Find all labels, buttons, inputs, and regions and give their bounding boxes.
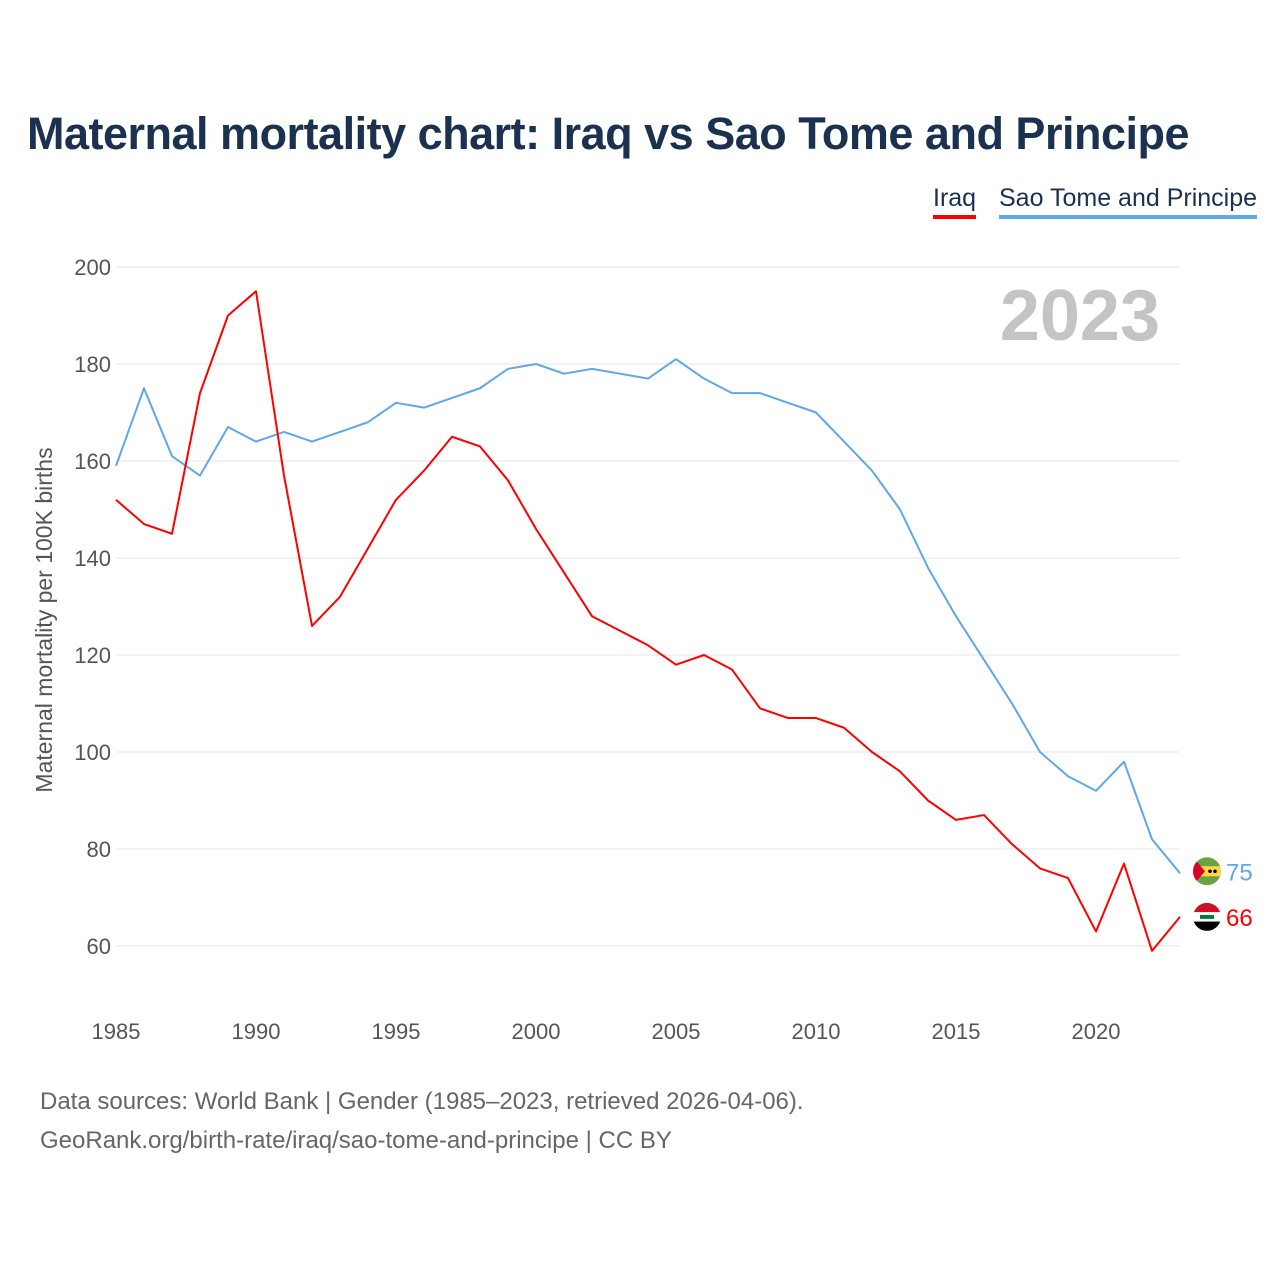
footer-source: Data sources: World Bank | Gender (1985–… [40, 1088, 804, 1115]
y-tick-label: 140 [74, 546, 111, 571]
chart-title: Maternal mortality chart: Iraq vs Sao To… [27, 108, 1190, 159]
x-tick-label: 1995 [372, 1019, 421, 1044]
y-tick-label: 120 [74, 643, 111, 668]
footer-link[interactable]: GeoRank.org/birth-rate/iraq/sao-tome-and… [40, 1127, 672, 1154]
y-axis-label: Maternal mortality per 100K births [31, 447, 57, 792]
y-tick-label: 80 [87, 837, 111, 862]
x-tick-label: 2015 [932, 1019, 981, 1044]
y-tick-label: 60 [87, 934, 111, 959]
end-value-label: 66 [1226, 905, 1253, 932]
x-tick-label: 2005 [652, 1019, 701, 1044]
x-tick-label: 1990 [232, 1019, 281, 1044]
x-tick-label: 2000 [512, 1019, 561, 1044]
sao-tome-flag-icon [1193, 857, 1221, 886]
y-tick-label: 200 [74, 255, 111, 280]
year-watermark: 2023 [1000, 276, 1160, 356]
x-tick-label: 2010 [792, 1019, 841, 1044]
series-line-sao-tome-and-principe [115, 358, 1181, 874]
series-line-iraq [115, 290, 1181, 952]
legend-iraq[interactable]: Iraq [933, 184, 977, 219]
y-tick-label: 100 [74, 740, 111, 765]
x-tick-label: 1985 [92, 1019, 141, 1044]
end-value-label: 75 [1226, 859, 1253, 886]
iraq-flag-icon [1193, 902, 1221, 931]
legend-sao-tome[interactable]: Sao Tome and Principe [999, 184, 1258, 219]
x-tick-label: 2020 [1072, 1019, 1121, 1044]
y-tick-label: 180 [74, 352, 111, 377]
y-tick-label: 160 [74, 449, 111, 474]
